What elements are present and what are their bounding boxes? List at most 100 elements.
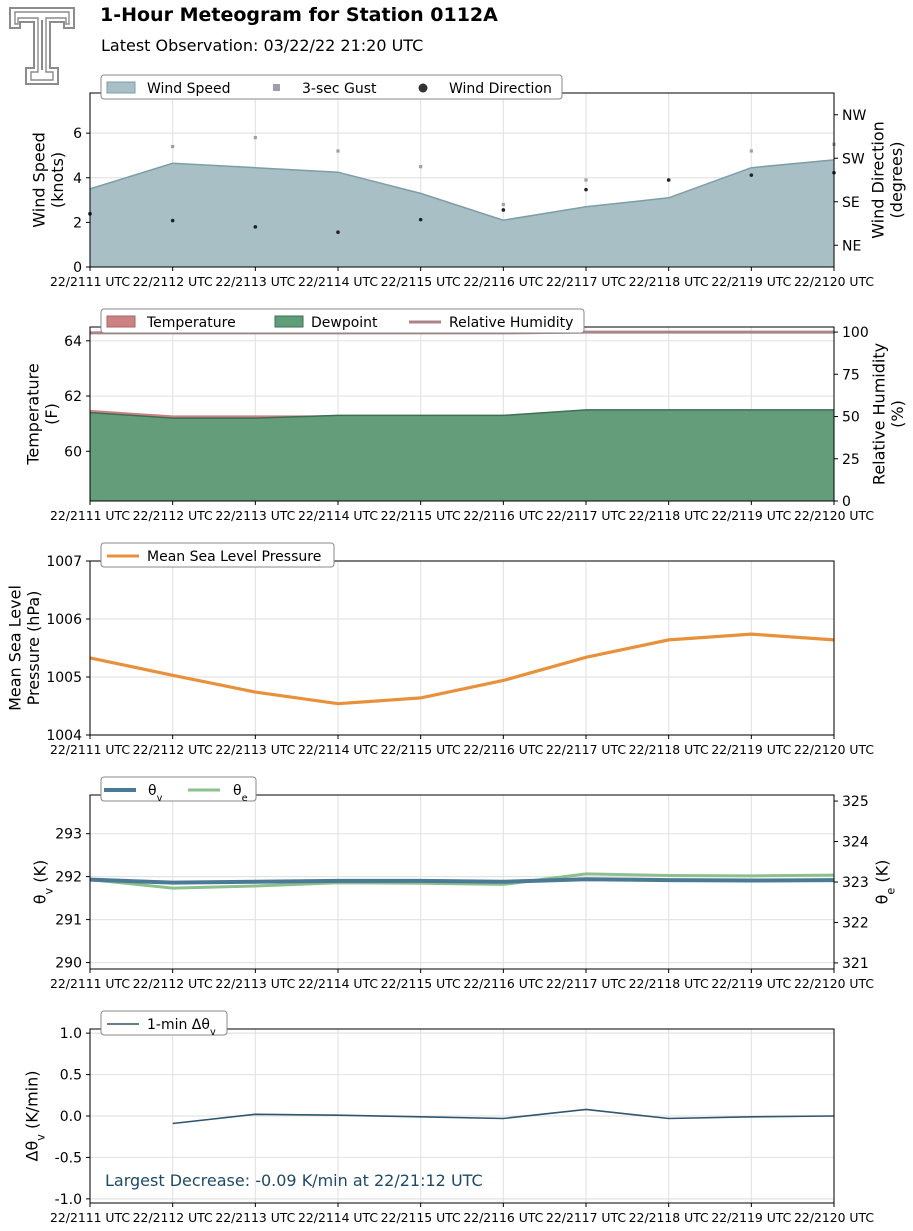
y-tick-label: 1007 (46, 554, 82, 570)
x-tick-label: 22/2118 UTC (629, 274, 709, 289)
y-tick-label: 6 (73, 126, 82, 142)
x-tick-label: 22/2117 UTC (546, 1210, 626, 1225)
direction-point (749, 173, 754, 177)
x-tick-label: 22/2118 UTC (629, 508, 709, 523)
delta-theta-legend: 1-min Δθv (100, 1010, 228, 1038)
x-tick-label: 22/2115 UTC (381, 742, 461, 757)
x-tick-label: 22/2112 UTC (133, 742, 213, 757)
humidity-y2-label: Relative Humidity (%) (869, 343, 906, 485)
legend-label: Temperature (146, 315, 236, 331)
x-tick-label: 22/2116 UTC (463, 976, 543, 991)
x-tick-label: 22/2111 UTC (50, 274, 130, 289)
gust-point (253, 136, 257, 140)
x-tick-label: 22/2120 UTC (794, 976, 874, 991)
humidity-y2-label-line: (%) (888, 400, 907, 428)
y-tick-label: 2 (73, 215, 82, 231)
x-tick-label: 22/2116 UTC (463, 742, 543, 757)
wind-y2-label-line: Wind Direction (868, 121, 887, 239)
wind-legend: Wind Speed 3-sec Gust Wind Direction (100, 74, 563, 100)
wind-y-label-line: (knots) (48, 152, 67, 208)
y-tick-label: 60 (64, 444, 82, 460)
x-tick-label: 22/2111 UTC (50, 508, 130, 523)
gust-point (584, 178, 588, 182)
legend-frame (100, 776, 257, 802)
y-tick-label: 0 (73, 260, 82, 276)
x-tick-label: 22/2113 UTC (215, 742, 295, 757)
humidity-y2-label-line: Relative Humidity (869, 343, 888, 485)
wind-y2-label: Wind Direction (degrees) (868, 121, 905, 239)
page-subtitle: Latest Observation: 03/22/22 21:20 UTC (101, 36, 424, 55)
y-tick-label: 0.5 (60, 1068, 82, 1084)
temperature-y-label: Temperature (F) (23, 363, 60, 465)
y2-tick-label: 50 (842, 410, 860, 426)
y2-tick-label: SE (842, 195, 860, 211)
gust-point (419, 165, 423, 169)
pressure-y-label-line: Mean Sea Level (5, 585, 24, 711)
wind-speed-area (90, 159, 834, 267)
wind-y-label-line: Wind Speed (29, 132, 48, 227)
x-tick-label: 22/2113 UTC (215, 976, 295, 991)
legend-marker (418, 83, 428, 93)
pressure-legend: Mean Sea Level Pressure (100, 542, 335, 568)
x-tick-label: 22/2112 UTC (133, 508, 213, 523)
y2-tick-label: 0 (842, 494, 851, 510)
x-tick-label: 22/2113 UTC (215, 1210, 295, 1225)
x-tick-label: 22/2111 UTC (50, 742, 130, 757)
y-tick-label: 1005 (46, 670, 82, 686)
y-tick-label: 291 (55, 913, 82, 929)
page-title: 1-Hour Meteogram for Station 0112A (100, 4, 498, 26)
largest-decrease-annotation: Largest Decrease: -0.09 K/min at 22/21:1… (105, 1171, 483, 1190)
x-tick-label: 22/2120 UTC (794, 508, 874, 523)
pressure-y-label: Mean Sea Level Pressure (hPa) (5, 585, 42, 711)
x-tick-label: 22/2116 UTC (463, 274, 543, 289)
gust-point (171, 144, 175, 149)
dewpoint-line (89, 409, 834, 419)
x-tick-label: 22/2114 UTC (298, 976, 378, 991)
y-tick-label: 1006 (46, 612, 82, 628)
pressure-chart: 22/2111 UTC 22/2112 UTC 22/2113 UTC 22/2114… (5, 542, 874, 757)
x-tick-label: 22/2118 UTC (629, 1210, 709, 1225)
y2-tick-label: 325 (842, 794, 869, 810)
wind-chart: 22/2111 UTC 22/2112 UTC 22/2113 UTC 22/2114… (29, 74, 906, 289)
x-tick-label: 22/2112 UTC (133, 976, 213, 991)
theta-e-y2-label-line: θe (K) (873, 860, 898, 905)
y2-tick-label: 75 (842, 367, 860, 383)
x-tick-label: 22/2114 UTC (298, 742, 378, 757)
x-tick-label: 22/2116 UTC (463, 1210, 543, 1225)
legend-label: 3-sec Gust (302, 81, 377, 97)
delta-theta-line (172, 1108, 835, 1125)
legend-frame (100, 542, 335, 568)
y2-tick-label: NE (842, 238, 861, 254)
x-tick-label: 22/2119 UTC (711, 274, 791, 289)
x-tick-label: 22/2115 UTC (381, 508, 461, 523)
legend-label: Wind Speed (147, 81, 231, 97)
pressure-line (89, 632, 835, 706)
wind-y2-label-line: (degrees) (887, 142, 906, 219)
x-tick-label: 22/2117 UTC (546, 508, 626, 523)
y2-tick-label: 321 (842, 956, 869, 972)
theta-legend: θv θe (100, 776, 257, 804)
theta-v-line (89, 877, 835, 885)
legend-label: Mean Sea Level Pressure (147, 549, 321, 565)
legend-frame (100, 1010, 228, 1036)
legend-label: Relative Humidity (449, 315, 573, 331)
y2-tick-label: 323 (842, 875, 869, 891)
x-tick-label: 22/2115 UTC (381, 1210, 461, 1225)
y2-tick-label: 324 (842, 835, 869, 851)
y-tick-label: -1.0 (55, 1192, 82, 1208)
legend-patch (106, 81, 136, 94)
delta-theta-chart: 22/2111 UTC 22/2112 UTC 22/2113 UTC 22/2114… (23, 1010, 874, 1225)
gust-point (501, 202, 505, 207)
x-tick-label: 22/2119 UTC (711, 508, 791, 523)
x-tick-label: 22/2116 UTC (463, 508, 543, 523)
legend-patch (106, 315, 136, 328)
x-tick-label: 22/2113 UTC (215, 274, 295, 289)
direction-point (666, 178, 671, 182)
direction-point (584, 187, 588, 192)
theta-v-y-label-line: θv (K) (31, 860, 55, 904)
legend-frame (100, 308, 585, 334)
y2-tick-label: 322 (842, 915, 869, 931)
y-tick-label: -0.5 (55, 1150, 82, 1166)
y2-tick-label: SW (842, 151, 865, 167)
y2-tick-label: 100 (842, 325, 869, 341)
